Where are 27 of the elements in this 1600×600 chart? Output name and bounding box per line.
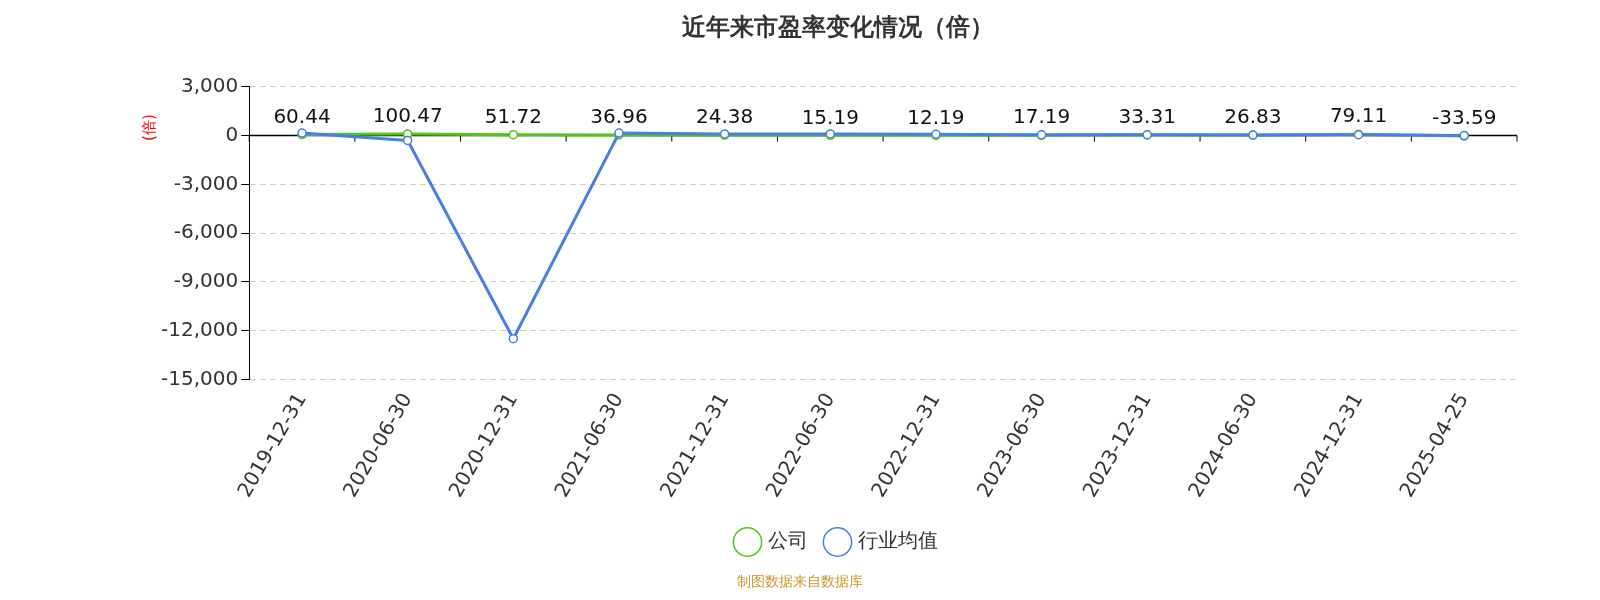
- y-tick-label: 0: [225, 121, 239, 146]
- data-label: 33.31: [1118, 104, 1176, 129]
- data-label: 15.19: [801, 104, 859, 129]
- data-label: -33.59: [1431, 105, 1497, 130]
- chart-title: 近年来市盈率变化情况（倍）: [681, 12, 994, 41]
- data-label: 60.44: [273, 103, 331, 128]
- data-label: 36.96: [590, 104, 648, 129]
- text: 制图数据来自数据库: [737, 573, 863, 589]
- y-tick-label: -15,000: [160, 365, 239, 390]
- y-axis-title: (倍): [139, 114, 158, 141]
- y-tick-label: -3,000: [173, 170, 239, 195]
- data-label: 17.19: [1012, 104, 1071, 129]
- data-label: 79.11: [1329, 103, 1388, 128]
- data-label: 26.83: [1224, 104, 1282, 129]
- legend-label: 行业均值: [857, 528, 938, 553]
- y-tick-label: -9,000: [173, 268, 239, 293]
- point: [402, 135, 413, 146]
- data-label: 100.47: [372, 103, 443, 128]
- point: [508, 129, 519, 140]
- legend-label: 公司: [767, 528, 808, 553]
- data-label: 12.19: [907, 104, 965, 129]
- data-label: 24.38: [695, 104, 754, 129]
- point: [508, 333, 519, 344]
- y-tick-label: -6,000: [173, 219, 239, 244]
- y-tick-label: 3,000: [180, 73, 239, 97]
- y-tick-label: -12,000: [160, 316, 239, 341]
- data-label: 51.72: [484, 103, 542, 128]
